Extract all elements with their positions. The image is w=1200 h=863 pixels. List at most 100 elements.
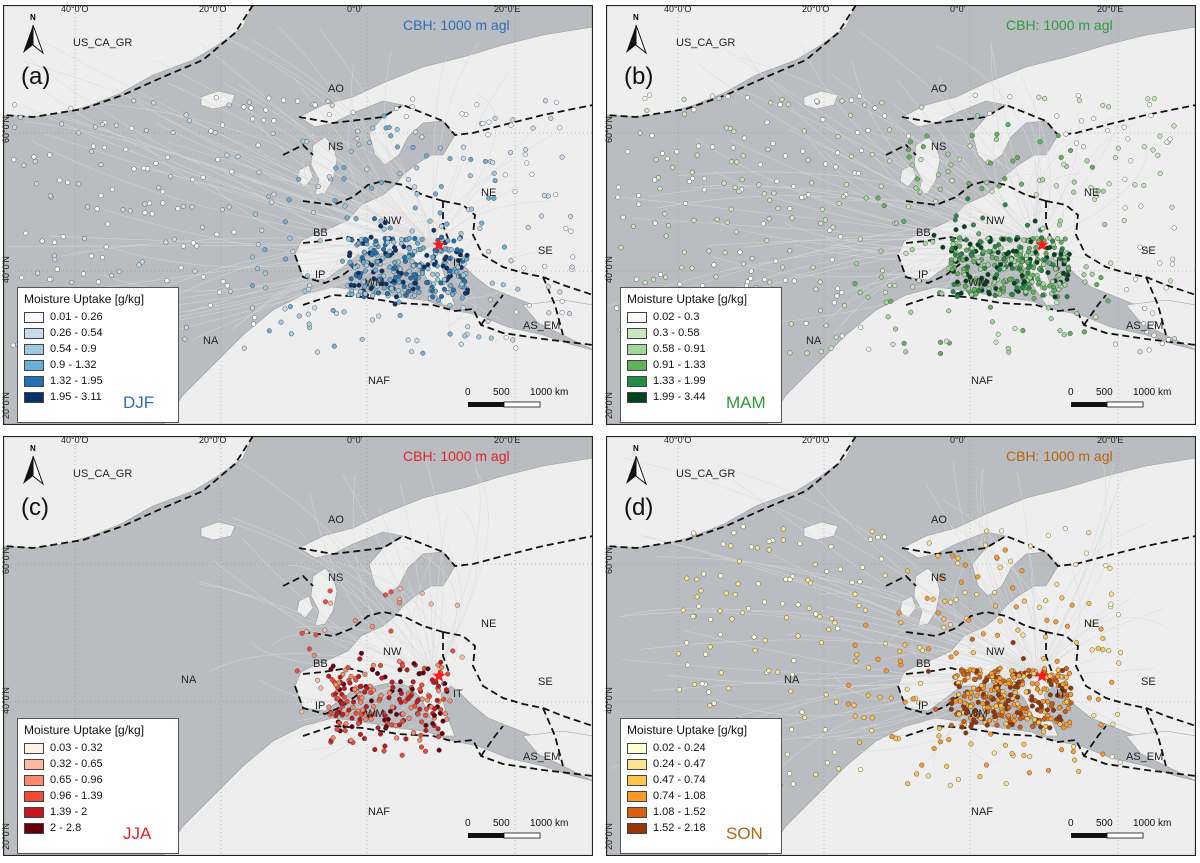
- trajectory-line: [712, 244, 1037, 278]
- uptake-point: [287, 304, 293, 310]
- scale-bar: [1071, 401, 1144, 408]
- uptake-point: [1089, 164, 1095, 170]
- region-boundary: [3, 5, 254, 118]
- uptake-point: [1063, 665, 1069, 672]
- uptake-point: [183, 325, 190, 331]
- uptake-point: [325, 98, 331, 104]
- uptake-point: [919, 762, 925, 768]
- trajectory-line: [892, 102, 1037, 246]
- uptake-point: [999, 695, 1005, 701]
- uptake-point: [266, 328, 272, 334]
- uptake-point: [892, 283, 898, 289]
- uptake-point: [333, 165, 339, 171]
- uptake-point: [1064, 276, 1070, 282]
- uptake-point: [360, 707, 366, 713]
- uptake-point: [349, 715, 355, 721]
- uptake-point: [837, 566, 843, 572]
- uptake-point: [314, 349, 321, 355]
- uptake-point: [47, 193, 54, 199]
- uptake-point: [935, 172, 941, 178]
- trajectory-line: [643, 536, 1037, 677]
- uptake-point: [1041, 686, 1047, 692]
- region-boundary: [905, 180, 1047, 206]
- uptake-point: [898, 619, 904, 625]
- trajectory-line: [23, 54, 434, 246]
- uptake-point: [985, 262, 991, 268]
- uptake-point: [371, 216, 378, 222]
- trajectory-line: [1033, 115, 1118, 246]
- legend-swatch: [24, 311, 44, 323]
- uptake-point: [1100, 188, 1106, 194]
- uptake-point: [1034, 259, 1040, 265]
- uptake-point: [398, 690, 404, 697]
- uptake-point: [448, 283, 454, 289]
- region-label-ne: NE: [1084, 187, 1100, 199]
- legend-label: 0.54 - 0.9: [50, 343, 97, 355]
- uptake-point: [655, 175, 662, 181]
- scale-label-zero: 0: [465, 387, 471, 398]
- uptake-point: [374, 259, 380, 265]
- region-label-ip: IP: [315, 700, 326, 712]
- uptake-point: [200, 174, 206, 180]
- uptake-point: [123, 146, 129, 153]
- uptake-point: [1062, 282, 1068, 288]
- legend-label: 0.01 - 0.26: [50, 311, 103, 323]
- uptake-point: [356, 673, 362, 680]
- uptake-point: [817, 614, 823, 620]
- uptake-point: [252, 314, 258, 321]
- lat-tick-label: 20°0'N: [604, 823, 614, 850]
- uptake-point: [914, 771, 920, 777]
- region-boundary: [905, 611, 1047, 637]
- uptake-point: [1011, 280, 1017, 286]
- uptake-point: [1095, 696, 1101, 702]
- uptake-point: [962, 562, 968, 568]
- uptake-point: [437, 210, 443, 216]
- uptake-point: [949, 246, 955, 252]
- uptake-point: [393, 711, 400, 717]
- uptake-point: [369, 667, 376, 673]
- uptake-point: [1069, 602, 1075, 608]
- uptake-point: [949, 178, 955, 184]
- uptake-point: [1012, 325, 1018, 332]
- uptake-point: [1116, 660, 1122, 666]
- uptake-point: [729, 616, 735, 622]
- uptake-point: [936, 725, 942, 731]
- uptake-point: [1107, 565, 1113, 571]
- uptake-point: [1081, 329, 1087, 335]
- uptake-point: [1014, 285, 1020, 291]
- uptake-point: [353, 677, 359, 683]
- uptake-point: [901, 218, 907, 225]
- uptake-point: [945, 151, 951, 157]
- uptake-point: [1105, 298, 1111, 304]
- uptake-point: [356, 240, 362, 246]
- uptake-point: [213, 95, 219, 101]
- uptake-point: [952, 252, 958, 258]
- trajectory-line: [294, 244, 434, 302]
- uptake-point: [200, 274, 207, 280]
- uptake-point: [347, 250, 353, 256]
- uptake-point: [393, 247, 399, 253]
- uptake-point: [160, 200, 166, 206]
- uptake-point: [1036, 699, 1042, 705]
- trajectory-line: [432, 93, 497, 246]
- uptake-point: [1032, 218, 1038, 224]
- lat-tick-label: 60°0'N: [604, 116, 614, 143]
- uptake-point: [76, 181, 82, 187]
- uptake-point: [741, 261, 747, 267]
- uptake-point: [801, 128, 807, 134]
- uptake-point: [1033, 192, 1039, 198]
- uptake-point: [529, 171, 535, 177]
- uptake-point: [642, 280, 648, 286]
- panel-frame: [3, 436, 593, 856]
- uptake-point: [553, 99, 559, 105]
- trajectory-line: [657, 195, 1037, 246]
- uptake-point: [163, 239, 169, 245]
- region-label-naf: NAF: [971, 806, 993, 818]
- trajectory-line: [425, 460, 444, 677]
- uptake-point: [806, 192, 812, 198]
- uptake-point: [403, 292, 409, 298]
- uptake-point: [992, 589, 998, 596]
- region-boundary: [302, 180, 444, 206]
- uptake-point: [459, 295, 465, 301]
- legend-item: 1.33 - 1.99: [627, 373, 775, 389]
